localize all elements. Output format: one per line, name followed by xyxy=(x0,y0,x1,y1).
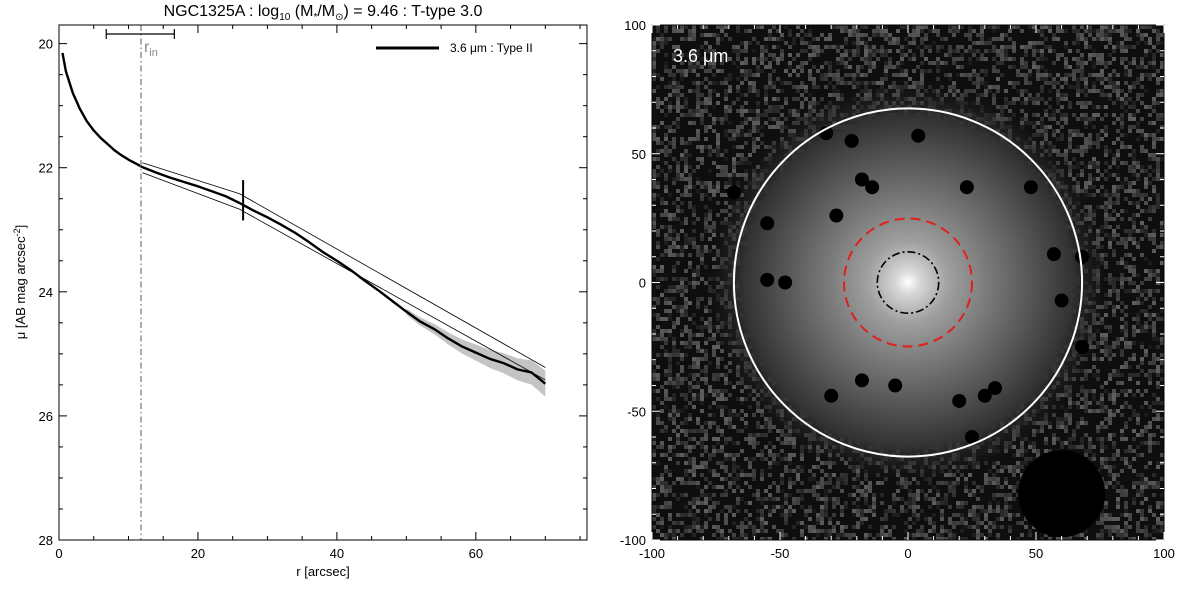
masked-source xyxy=(1075,249,1090,264)
masked-source xyxy=(778,275,793,290)
img-x-tick-label: -50 xyxy=(771,546,790,561)
masked-source xyxy=(977,388,992,403)
y-tick-label: 20 xyxy=(39,37,53,52)
fit-line-lower xyxy=(142,172,546,381)
masked-source xyxy=(1054,293,1069,308)
img-x-tick-label: 50 xyxy=(1029,546,1043,561)
img-x-tick-label: 0 xyxy=(904,546,911,561)
masked-source xyxy=(760,216,775,231)
masked-source xyxy=(854,172,869,187)
masked-source xyxy=(865,180,880,195)
masked-source xyxy=(854,373,869,388)
masked-source xyxy=(965,430,979,444)
masked-source xyxy=(888,378,903,393)
r-in-label: rin xyxy=(144,39,158,59)
r-in-ellipse xyxy=(876,250,940,315)
x-tick-label: 0 xyxy=(55,546,62,561)
y-tick-label: 22 xyxy=(39,161,53,176)
galaxy-glow xyxy=(708,82,1108,482)
masked-source xyxy=(824,388,839,403)
masked-source xyxy=(829,208,844,223)
masked-source xyxy=(911,128,926,143)
masked-source xyxy=(844,133,859,148)
profile-series-36um xyxy=(61,52,547,385)
masked-source xyxy=(959,180,974,195)
img-x-tick-label: 100 xyxy=(1153,546,1175,561)
img-y-tick-label: -100 xyxy=(620,533,646,548)
fit-line-upper xyxy=(142,162,546,368)
x-tick-label: 40 xyxy=(330,546,344,561)
profile-y-axis-label: μ [AB mag arcsec-2] xyxy=(12,225,28,340)
masked-large-source xyxy=(1018,450,1106,538)
x-tick-label: 20 xyxy=(191,546,205,561)
y-tick-label: 28 xyxy=(39,533,53,548)
band-label: 3.6 μm xyxy=(673,46,728,66)
img-y-tick-label: 50 xyxy=(632,147,646,162)
x-tick-label: 60 xyxy=(469,546,483,561)
img-y-tick-label: -50 xyxy=(627,404,646,419)
y-tick-label: 26 xyxy=(39,409,53,424)
galaxy-image-panel: -100 -50 0 50 100 -100 -50 0 50 100 3.6 μm xyxy=(620,18,1175,561)
y-tick-label: 24 xyxy=(39,285,53,300)
masked-source xyxy=(952,393,967,408)
masked-source xyxy=(1046,247,1061,262)
masked-source xyxy=(1075,339,1090,354)
img-y-tick-label: 100 xyxy=(624,18,646,33)
masked-source xyxy=(760,272,775,287)
img-x-tick-label: -100 xyxy=(639,546,665,561)
masked-source xyxy=(988,381,1003,396)
legend-label-36um: 3.6 μm : Type II xyxy=(450,41,533,55)
outer-aperture-ellipse xyxy=(732,107,1084,458)
profile-legend: 3.6 μm : Type II xyxy=(376,41,533,55)
profile-chart: NGC1325A : log10 (M*/M⊙) = 9.46 : T-type… xyxy=(12,3,588,579)
masked-source xyxy=(726,185,741,200)
break-radius-ellipse xyxy=(843,217,973,348)
profile-x-axis-label: r [arcsec] xyxy=(296,564,349,579)
profile-plot-frame xyxy=(58,24,588,541)
profile-title: NGC1325A : log10 (M*/M⊙) = 9.46 : T-type… xyxy=(164,3,483,23)
img-y-tick-label: 0 xyxy=(639,276,646,291)
masked-source xyxy=(1023,180,1038,195)
masked-source xyxy=(819,126,834,141)
